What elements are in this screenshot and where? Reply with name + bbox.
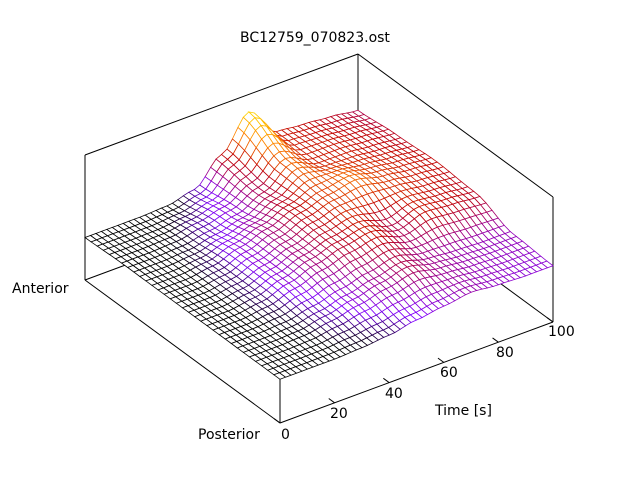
box-edge	[84, 53, 359, 156]
box-edge	[357, 53, 554, 198]
y-axis-line	[84, 279, 281, 424]
x-tick-mark	[273, 418, 281, 424]
x-axis-line	[279, 321, 554, 424]
surface-mesh	[84, 109, 554, 380]
x-tick-mark	[437, 357, 445, 363]
y-label-posterior: Posterior	[198, 427, 260, 443]
x-axis-label: Time [s]	[435, 403, 492, 419]
x-tick-label: 100	[548, 324, 575, 340]
x-tick-label: 80	[496, 345, 514, 361]
x-tick-mark	[383, 377, 390, 384]
y-label-anterior: Anterior	[12, 281, 69, 297]
mesh-cell	[273, 372, 287, 380]
x-tick-label: 60	[440, 365, 458, 381]
x-tick-label: 0	[281, 427, 290, 443]
x-axis-ticks	[273, 317, 554, 424]
chart-title: BC12759_070823.ost	[240, 30, 390, 46]
x-tick-mark	[492, 337, 499, 343]
x-tick-label: 20	[330, 406, 348, 422]
x-tick-mark	[546, 317, 554, 323]
x-tick-mark	[328, 398, 335, 404]
x-tick-label: 40	[385, 386, 403, 402]
